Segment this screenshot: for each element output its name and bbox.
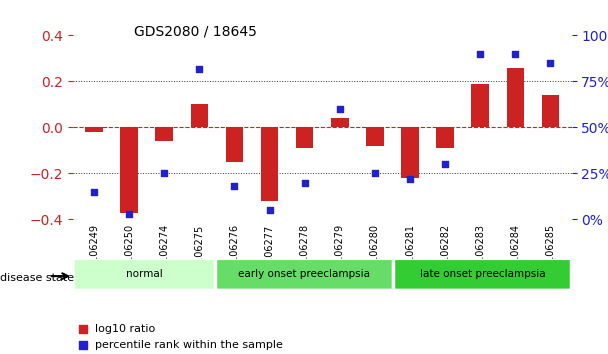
FancyBboxPatch shape (74, 259, 215, 289)
Bar (120, 127, 138, 212)
Bar (226, 127, 243, 162)
Text: disease state: disease state (0, 273, 74, 283)
Point (475, 51, 485, 57)
Point (440, 161, 450, 167)
Text: late onset preeclampsia: late onset preeclampsia (420, 269, 545, 279)
Bar (156, 127, 173, 141)
Text: percentile rank within the sample: percentile rank within the sample (95, 340, 283, 350)
Bar (331, 118, 348, 127)
Point (335, 106, 345, 112)
Point (264, 207, 274, 213)
Text: early onset preeclampsia: early onset preeclampsia (238, 269, 370, 279)
Point (511, 51, 520, 57)
Text: normal: normal (126, 269, 162, 279)
Bar (542, 95, 559, 127)
Bar (506, 68, 524, 127)
Bar (85, 127, 103, 132)
Point (159, 171, 169, 176)
Text: GDS2080 / 18645: GDS2080 / 18645 (134, 25, 257, 39)
Point (124, 211, 134, 217)
Bar (471, 84, 489, 127)
Point (408, 137, 418, 143)
Point (408, 282, 418, 287)
Point (230, 183, 240, 189)
Bar (296, 127, 314, 148)
Bar (401, 127, 419, 178)
Point (195, 66, 204, 72)
Bar (437, 127, 454, 148)
FancyBboxPatch shape (216, 259, 392, 289)
Point (405, 176, 415, 182)
Point (300, 180, 309, 185)
Point (370, 171, 380, 176)
Point (89, 189, 99, 195)
Point (545, 60, 555, 66)
Text: log10 ratio: log10 ratio (95, 324, 156, 334)
Bar (366, 127, 384, 146)
FancyBboxPatch shape (395, 259, 570, 289)
Bar (190, 104, 208, 127)
Bar (261, 127, 278, 201)
